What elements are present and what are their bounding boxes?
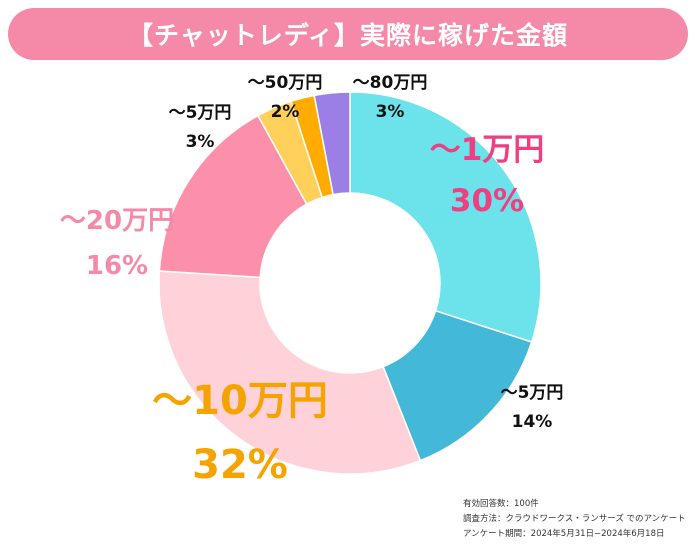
slice-pct-3: 16% — [86, 251, 148, 281]
slice-label-2: ～10万円 — [152, 378, 328, 424]
title-banner: 【チャットレディ】実際に稼げた金額 — [8, 8, 688, 60]
slice-label-3: ～20万円 — [60, 206, 174, 236]
slice-pct-0: 30% — [450, 183, 524, 219]
footnote-respondents: 有効回答数：100件 — [463, 499, 539, 509]
footnote-method: 調査方法：クラウドワークス・ランサーズ でのアンケート — [463, 514, 686, 524]
slice-label-0: ～1万円 — [430, 132, 545, 168]
slice-label-5: ～50万円 — [248, 73, 323, 93]
slice-pct-6: 3% — [376, 102, 405, 122]
slice-label-1: ～5万円 — [501, 383, 564, 403]
slice-label-6: ～80万円 — [353, 73, 428, 93]
slice-pct-4: 3% — [186, 132, 215, 152]
slice-2 — [158, 270, 422, 475]
slice-6 — [313, 91, 351, 196]
slice-0 — [349, 91, 542, 343]
footnote-period: アンケート期間：2024年5月31日−2024年6月18日 — [463, 529, 665, 539]
slice-label-4: ～5万円 — [169, 103, 232, 123]
survey-footnote: 有効回答数：100件 調査方法：クラウドワークス・ランサーズ でのアンケート ア… — [463, 497, 686, 542]
slice-pct-1: 14% — [512, 412, 553, 432]
slice-3 — [158, 114, 308, 279]
chart-title: 【チャットレディ】実際に稼げた金額 — [127, 21, 568, 50]
slice-pct-5: 2% — [271, 102, 300, 122]
slice-pct-2: 32% — [192, 442, 288, 488]
